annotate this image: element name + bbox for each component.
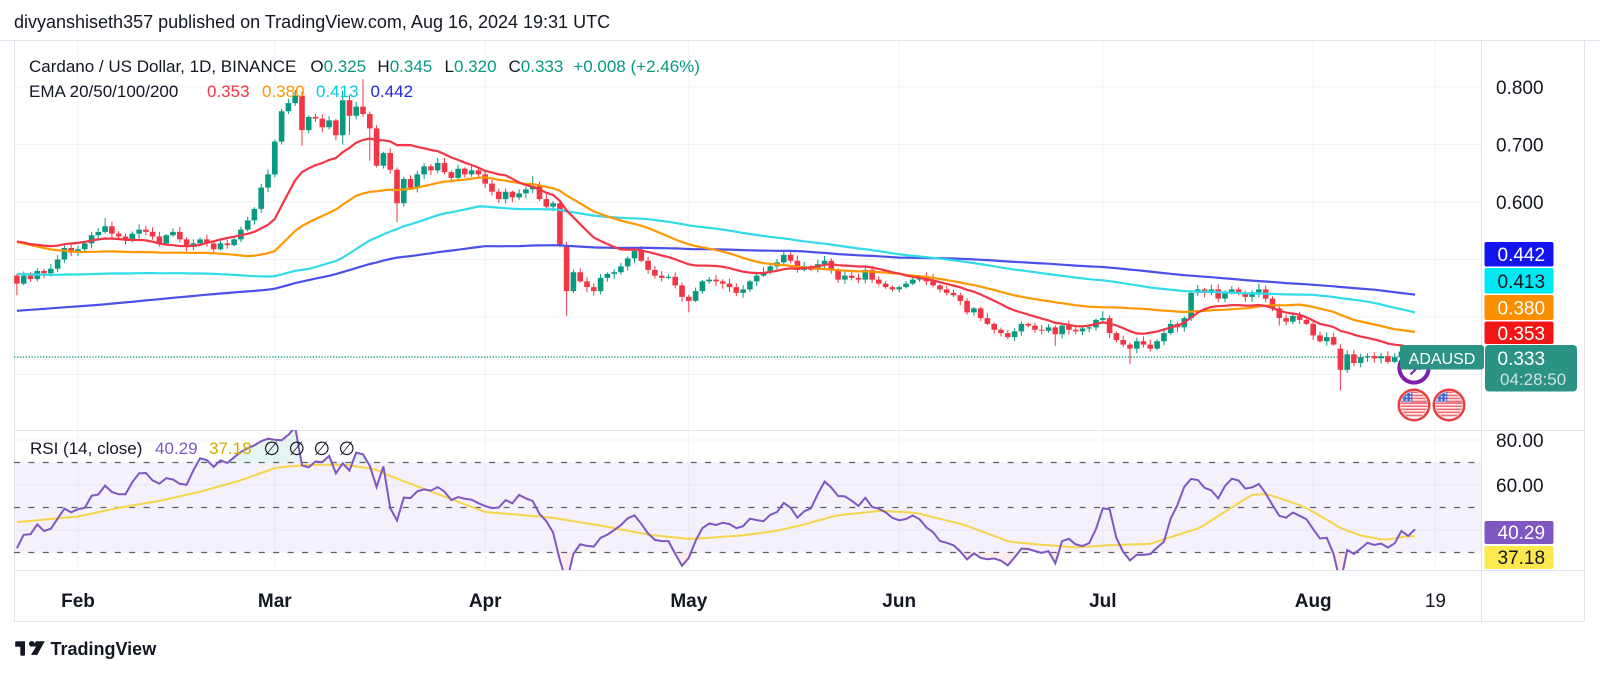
svg-text:80.00: 80.00 (1496, 431, 1544, 452)
svg-text:O: O (310, 57, 323, 76)
svg-text:19: 19 (1425, 591, 1446, 612)
svg-text:0.333: 0.333 (1498, 349, 1546, 370)
svg-text:May: May (670, 591, 707, 612)
svg-text:0.442: 0.442 (371, 82, 414, 101)
svg-text:∅: ∅ (314, 439, 331, 460)
svg-text:Mar: Mar (258, 591, 292, 612)
svg-text:0.442: 0.442 (1498, 245, 1546, 266)
svg-text:∅: ∅ (289, 439, 306, 460)
svg-text:∅: ∅ (264, 439, 281, 460)
svg-text:ADAUSD: ADAUSD (1409, 351, 1476, 368)
svg-text:0.413: 0.413 (316, 82, 359, 101)
svg-text:0.345: 0.345 (390, 57, 433, 76)
svg-text:Feb: Feb (61, 591, 95, 612)
svg-text:40.29: 40.29 (155, 439, 198, 458)
svg-text:0.600: 0.600 (1496, 193, 1544, 214)
svg-text:TradingView: TradingView (51, 639, 158, 659)
svg-text:RSI (14, close): RSI (14, close) (30, 439, 142, 458)
svg-text:0.380: 0.380 (1498, 299, 1546, 320)
svg-text:Jul: Jul (1089, 591, 1116, 612)
svg-text:0.353: 0.353 (1498, 324, 1546, 345)
svg-text:0.700: 0.700 (1496, 136, 1544, 157)
svg-text:0.413: 0.413 (1498, 272, 1546, 293)
svg-text:∅: ∅ (339, 439, 356, 460)
svg-text:Jun: Jun (882, 591, 916, 612)
svg-text:0.325: 0.325 (324, 57, 367, 76)
svg-text:0.333: 0.333 (521, 57, 564, 76)
svg-text:0.800: 0.800 (1496, 78, 1544, 99)
svg-text:04:28:50: 04:28:50 (1500, 370, 1566, 389)
svg-text:0.320: 0.320 (454, 57, 497, 76)
svg-text:+0.008 (+2.46%): +0.008 (+2.46%) (573, 57, 700, 76)
svg-text:EMA 20/50/100/200: EMA 20/50/100/200 (29, 82, 178, 101)
svg-text:37.18: 37.18 (209, 439, 252, 458)
svg-text:Apr: Apr (469, 591, 502, 612)
svg-text:37.18: 37.18 (1498, 548, 1546, 569)
svg-text:Cardano / US Dollar, 1D, BINAN: Cardano / US Dollar, 1D, BINANCE (29, 57, 296, 76)
svg-text:L: L (445, 57, 454, 76)
svg-text:0.353: 0.353 (207, 82, 250, 101)
svg-text:divyanshiseth357 published on: divyanshiseth357 published on TradingVie… (14, 12, 610, 32)
svg-text:Aug: Aug (1295, 591, 1332, 612)
svg-text:40.29: 40.29 (1498, 523, 1546, 544)
svg-text:0.380: 0.380 (262, 82, 305, 101)
svg-text:60.00: 60.00 (1496, 476, 1544, 497)
svg-text:C: C (509, 57, 521, 76)
svg-text:H: H (377, 57, 389, 76)
